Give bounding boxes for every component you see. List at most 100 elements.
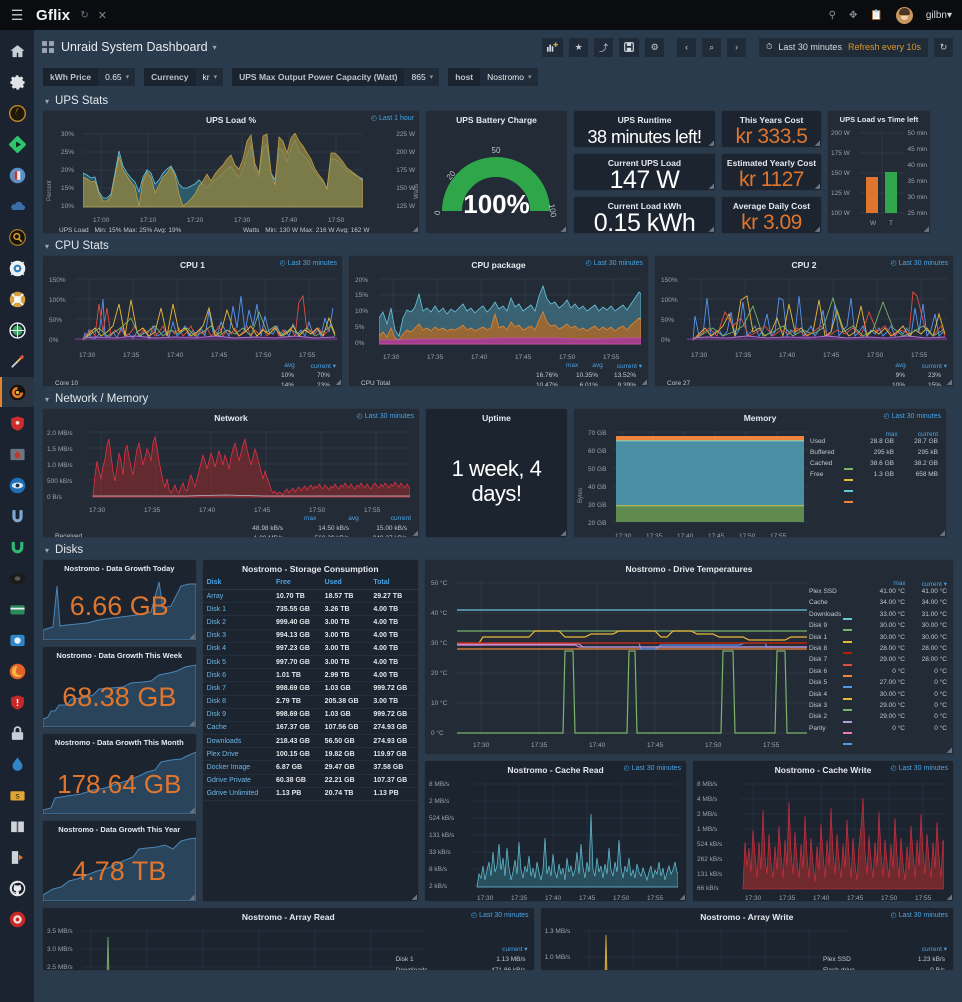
legend-item[interactable]: Disk 4 30.00 °C 0 °C <box>809 691 949 723</box>
legend-item[interactable]: Disk 2 29.00 °C 0 °C <box>809 713 949 746</box>
share-button[interactable]: ⤴ <box>593 36 615 58</box>
resize-handle[interactable]: ◢ <box>679 894 685 901</box>
resize-handle[interactable]: ◢ <box>412 530 418 537</box>
legend-header[interactable]: avg <box>284 362 295 369</box>
resize-handle[interactable]: ◢ <box>411 894 417 901</box>
legend-header[interactable]: current ▾ <box>502 946 528 953</box>
legend-header[interactable]: current ▾ <box>921 363 947 370</box>
legend-item[interactable]: CPU Total 16.76% 10.35% 13.52% <box>361 372 642 386</box>
resize-handle[interactable]: ◢ <box>923 226 929 233</box>
sidebar-item-lifebuoy-icon[interactable] <box>0 253 34 283</box>
resize-handle[interactable]: ◢ <box>189 633 195 640</box>
legend-item[interactable]: Downloads 33.00 °C 31.00 °C <box>809 611 949 643</box>
variable-value[interactable]: Nostromo ▾ <box>487 72 532 82</box>
zoom-out-button[interactable]: ⌕ <box>701 36 723 58</box>
table-row[interactable]: Disk 4 997.23 GB 3.00 TB 4.00 TB <box>202 642 418 656</box>
table-row[interactable]: Docker Image 6.87 GB 29.47 GB 37.58 GB <box>202 760 418 775</box>
legend-item[interactable]: Sent 1.80 MB/s 560.39 kB/s 248.37 kB/s <box>55 535 411 537</box>
panel-time-range[interactable]: Last 30 minutes <box>883 412 941 420</box>
sidebar-item-eye-icon[interactable] <box>0 470 34 500</box>
panel-time-range[interactable]: Last 30 minutes <box>356 412 414 420</box>
legend-header[interactable]: avg <box>592 362 603 369</box>
legend-item[interactable]: Disk 5 27.00 °C 0 °C <box>809 679 949 712</box>
legend-header[interactable]: avg <box>895 362 906 369</box>
variable-ups-max-output[interactable]: UPS Max Output Power Capacity (Watt) 865… <box>231 67 441 87</box>
resize-handle[interactable]: ◢ <box>708 140 714 147</box>
sidebar-item-magnet-icon[interactable] <box>0 501 34 531</box>
resize-handle[interactable]: ◢ <box>946 379 952 386</box>
add-panel-button[interactable] <box>541 36 565 58</box>
legend-item[interactable]: Watts Min: 130 W Max: 216 W Avg: 162 W <box>243 227 369 233</box>
settings-button[interactable]: ⚙ <box>644 36 666 58</box>
resize-handle[interactable]: ◢ <box>814 183 820 190</box>
fullscreen-icon[interactable]: ✥ <box>848 9 858 21</box>
sidebar-item-shield-red-icon[interactable] <box>0 687 34 717</box>
sidebar-item-book-icon[interactable] <box>0 160 34 190</box>
column-header-free[interactable]: Free <box>272 576 321 590</box>
column-header-total[interactable]: Total <box>369 576 418 590</box>
legend-item[interactable]: Received 48.98 kB/s 14.50 kB/s 15.00 kB/… <box>55 525 411 537</box>
variable-currency[interactable]: Currency kr ▾ <box>143 67 225 87</box>
table-row[interactable]: Downloads 218.43 GB 56.50 GB 274.93 GB <box>202 734 418 749</box>
resize-handle[interactable]: ◢ <box>708 226 714 233</box>
legend-item[interactable]: Disk 7 29.00 °C 28.00 °C <box>809 656 949 689</box>
variable-host[interactable]: host Nostromo ▾ <box>447 67 539 87</box>
panel-time-range[interactable]: Last 30 minutes <box>585 259 643 267</box>
sidebar-item-card-icon[interactable] <box>0 594 34 624</box>
sidebar-item-play-diamond-icon[interactable] <box>0 129 34 159</box>
legend-item[interactable]: Disk 1 30.00 °C 30.00 °C <box>809 634 949 666</box>
variable-value[interactable]: 865 ▾ <box>411 72 434 82</box>
sidebar-item-book-open-icon[interactable] <box>0 811 34 841</box>
legend-item[interactable]: Plex SSD 1.23 kB/s <box>823 956 947 967</box>
sidebar-item-gear-icon[interactable] <box>0 67 34 97</box>
row-header-network-memory[interactable]: ▾ Network / Memory <box>34 387 962 408</box>
sidebar-item-firefox-icon[interactable] <box>0 656 34 686</box>
resize-handle[interactable]: ◢ <box>814 226 820 233</box>
legend-item[interactable]: Core 2 14% 23% <box>55 382 336 386</box>
legend-item[interactable]: User 10.47% 6.01% 9.39% <box>361 382 642 386</box>
column-header-disk[interactable]: Disk <box>202 576 273 590</box>
row-header-ups-stats[interactable]: ▾ UPS Stats <box>34 94 962 110</box>
legend-header[interactable]: current ▾ <box>616 363 642 370</box>
resize-handle[interactable]: ◢ <box>939 530 945 537</box>
resize-handle[interactable]: ◢ <box>189 807 195 814</box>
legend-header[interactable]: current <box>917 431 938 438</box>
table-row[interactable]: Disk 3 994.13 GB 3.00 TB 4.00 TB <box>202 629 418 643</box>
table-row[interactable]: Gdrive Unlimited 1.13 PB 20.74 TB 1.13 PB <box>202 787 418 802</box>
legend-header[interactable]: current <box>390 515 411 522</box>
legend-header[interactable]: current ▾ <box>921 946 947 953</box>
table-row[interactable]: Gdrive Private 60.38 GB 22.21 GB 107.37 GB <box>202 774 418 788</box>
time-next-button[interactable]: › <box>726 36 748 58</box>
legend-item[interactable]: Free 1.3 GB 658 MB <box>810 471 940 503</box>
panel-time-range[interactable]: Last 30 minutes <box>890 259 948 267</box>
resize-handle[interactable]: ◢ <box>814 140 820 147</box>
sidebar-item-globe-icon[interactable] <box>0 315 34 345</box>
panel-time-range[interactable]: Last 30 minutes <box>890 764 948 772</box>
resize-handle[interactable]: ◢ <box>946 747 952 754</box>
variable-value[interactable]: kr ▾ <box>202 72 218 82</box>
table-row[interactable]: Disk 5 997.70 GB 3.00 TB 4.00 TB <box>202 655 418 670</box>
legend-item[interactable]: Core 18 10% 15% <box>667 382 947 386</box>
search-icon[interactable]: ⚲ <box>828 9 836 21</box>
panel-time-range[interactable]: Last 30 minutes <box>471 911 528 919</box>
resize-handle[interactable]: ◢ <box>335 379 341 386</box>
resize-handle[interactable]: ◢ <box>560 530 566 537</box>
time-range-picker[interactable]: ⏱ Last 30 minutes Refresh every 10s <box>758 36 929 58</box>
legend-item[interactable]: Plex SSD 41.00 °C 41.00 °C <box>809 588 949 620</box>
sidebar-item-grafana-icon[interactable] <box>0 377 34 407</box>
legend-item[interactable]: Cache 34.00 °C 34.00 °C <box>809 599 949 632</box>
sidebar-item-lock-icon[interactable] <box>0 718 34 748</box>
close-icon[interactable]: ✕ <box>97 9 107 22</box>
table-row[interactable]: Disk 9 998.69 GB 1.03 GB 999.72 GB <box>202 708 418 722</box>
sidebar-item-lifering-icon[interactable] <box>0 284 34 314</box>
legend-header[interactable]: current ▾ <box>921 581 947 588</box>
column-header-used[interactable]: Used <box>320 576 370 590</box>
resize-handle[interactable]: ◢ <box>560 226 566 233</box>
sidebar-item-cloud-icon[interactable] <box>0 191 34 221</box>
legend-header[interactable]: avg <box>348 515 359 522</box>
legend-header[interactable]: max <box>893 580 906 587</box>
table-row[interactable]: Cache 167.37 GB 107.56 GB 274.93 GB <box>202 721 418 736</box>
legend-item[interactable]: Disk 9 30.00 °C 30.00 °C <box>809 622 949 655</box>
panel-time-range[interactable]: Last 1 hour <box>371 114 414 122</box>
resize-handle[interactable]: ◢ <box>189 894 195 901</box>
